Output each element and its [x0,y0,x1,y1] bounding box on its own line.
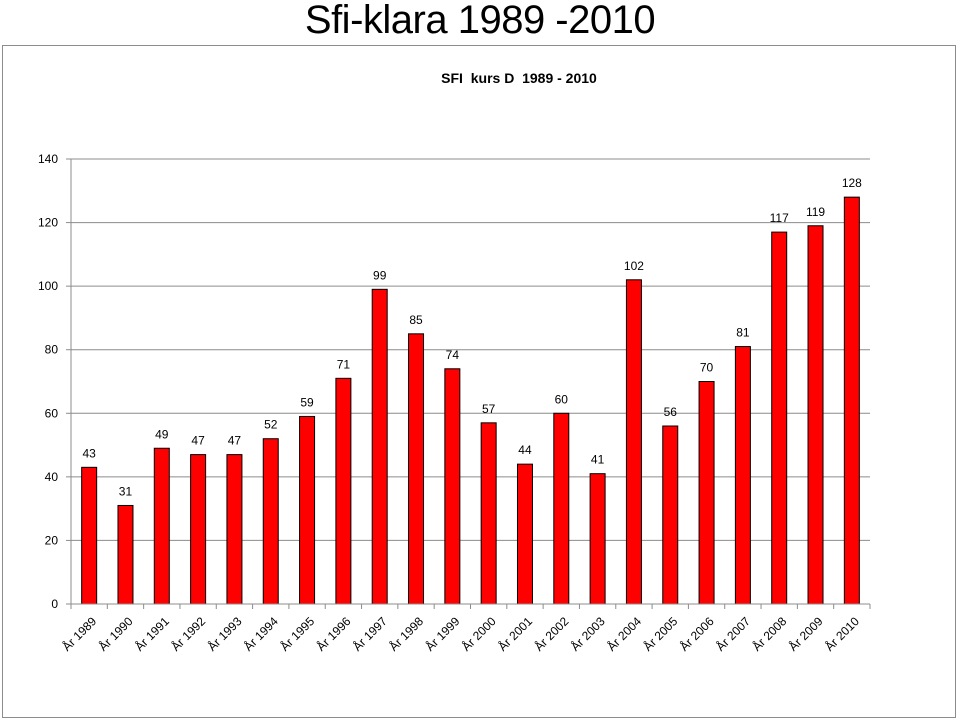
x-tick-label: År 2004 [604,613,645,654]
x-tick-label: År 1989 [59,613,100,654]
data-label: 47 [228,434,242,448]
data-label: 71 [337,357,351,371]
data-label: 70 [700,361,714,375]
bar [843,196,860,605]
x-tick-label: År 2010 [822,613,863,654]
bar [262,438,279,605]
data-label: 43 [82,446,96,460]
bar [734,346,751,605]
bar [408,333,425,605]
x-tick-label: År 2005 [640,613,681,654]
data-label: 60 [555,392,569,406]
bar [771,231,788,605]
x-tick-label: År 1992 [168,613,209,654]
y-tick-label: 40 [45,470,59,484]
bar [553,412,570,605]
slide-title: Sfi-klara 1989 -2010 [304,0,656,42]
bar [226,454,243,605]
y-tick-label: 120 [38,216,58,230]
bar [625,279,642,605]
data-label: 99 [373,268,387,282]
bar [698,381,715,605]
data-label: 128 [842,176,862,190]
data-label: 41 [591,453,605,467]
data-label: 85 [409,313,423,327]
y-tick-label: 0 [51,597,58,611]
y-axis-ticks: 0 20 40 60 80 100 120 140 [38,152,71,611]
x-tick-label: År 1991 [132,613,173,654]
y-tick-label: 80 [45,343,59,357]
data-label: 74 [446,348,460,362]
x-tick-label: År 2002 [531,613,572,654]
data-label: 119 [806,205,825,219]
y-tick-label: 60 [45,406,59,420]
data-label: 49 [155,427,169,441]
x-tick-label: År 1993 [204,613,245,654]
y-tick-label: 20 [45,533,59,547]
bar [662,425,679,605]
data-label: 47 [191,434,205,448]
data-label: 44 [518,443,532,457]
bar [190,454,207,605]
bar [444,368,461,605]
y-tick-label: 100 [38,279,58,293]
bar [117,504,134,605]
data-label: 52 [264,418,278,432]
bar [480,422,497,605]
chart-title: SFI kurs D 1989 - 2010 [441,70,597,86]
data-label: 117 [770,211,789,225]
data-labels: 43 31 49 47 47 52 59 71 99 85 74 57 44 60 41 102 56 70 81 1… [82,176,862,498]
bar [589,473,606,605]
y-tick-label: 140 [38,152,58,166]
x-tick-label: År 1994 [241,613,282,654]
bars [81,196,860,605]
x-tick-label: År 2003 [567,613,608,654]
x-tick-label: År 1990 [95,613,136,654]
bar [335,377,352,605]
data-label: 81 [736,326,750,340]
bar [807,225,824,605]
bar [153,447,170,605]
x-tick-label: År 2007 [713,613,754,654]
x-tick-label: År 1997 [349,613,390,654]
data-label: 57 [482,402,496,416]
x-tick-label: År 1995 [277,613,318,654]
x-tick-label: År 2006 [676,613,717,654]
bar [299,415,316,605]
data-label: 56 [664,405,678,419]
bar [371,288,388,605]
x-tick-label: År 1996 [313,613,354,654]
x-tick-label: År 2000 [458,613,499,654]
bar [516,463,533,605]
x-tick-label: År 1998 [386,613,427,654]
x-tick-label: År 2009 [785,613,826,654]
data-label: 102 [624,259,644,273]
x-tick-label: År 2001 [495,613,536,654]
data-label: 31 [119,484,133,498]
x-tick-label: År 2008 [749,613,790,654]
bar [81,466,98,605]
data-label: 59 [300,395,314,409]
x-tick-label: År 1999 [422,613,463,654]
